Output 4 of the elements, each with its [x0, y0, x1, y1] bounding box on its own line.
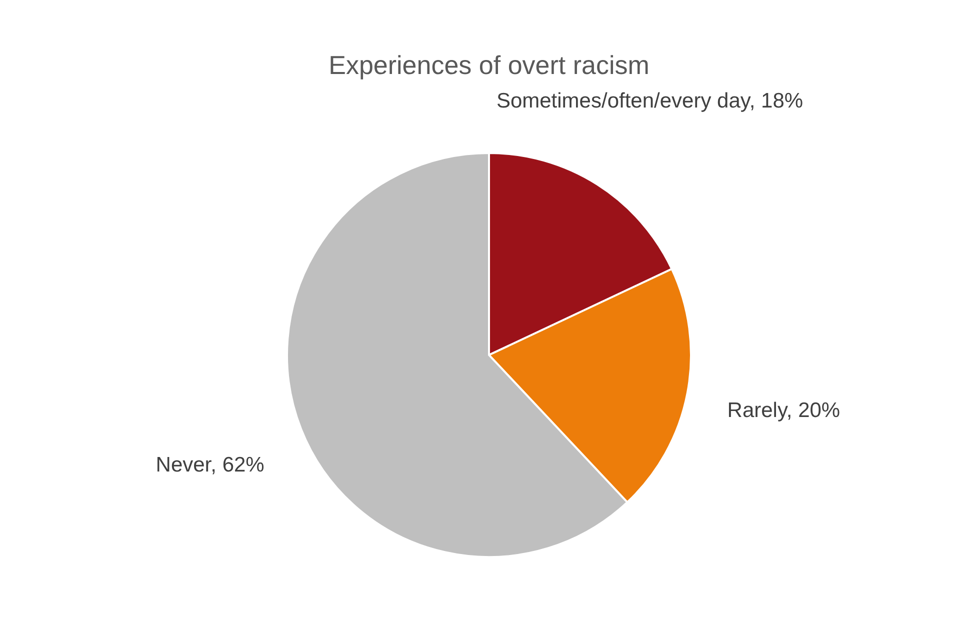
chart-title: Experiences of overt racism — [328, 50, 650, 80]
slice-label: Never, 62% — [156, 453, 264, 476]
slice-label: Sometimes/often/every day, 18% — [496, 90, 804, 113]
slice-label: Rarely, 20% — [727, 399, 840, 422]
